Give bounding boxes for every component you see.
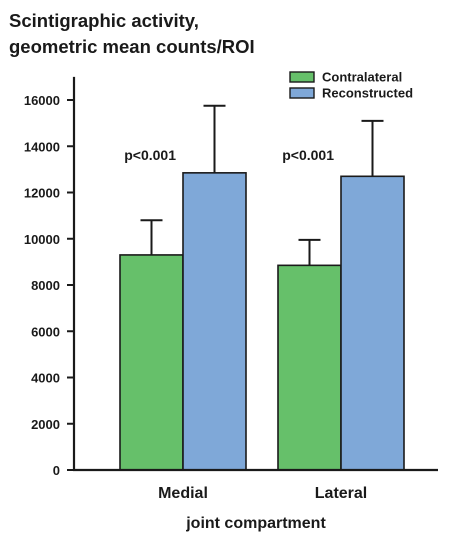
bars: p<0.001 p<0.001 <box>119 104 405 471</box>
category-label: Lateral <box>315 485 367 502</box>
bar-contralateral-lateral <box>277 264 342 471</box>
y-tick-label: 0 <box>53 463 60 478</box>
bar-reconstructed-lateral <box>340 175 405 471</box>
y-tick-label: 4000 <box>31 371 60 386</box>
bar-reconstructed-medial <box>182 172 247 471</box>
y-tick-label: 8000 <box>31 278 60 293</box>
chart-title-line-2: geometric mean counts/ROI <box>9 36 255 57</box>
legend-swatch-reconstructed <box>289 87 315 99</box>
y-tick-label: 16000 <box>24 93 60 108</box>
y-tick-label: 10000 <box>24 232 60 247</box>
chart-title: Scintigraphic activity, geometric mean c… <box>9 8 255 60</box>
bar-contralateral-medial <box>119 254 184 471</box>
x-axis: Medial Lateral joint compartment <box>73 468 438 532</box>
y-axis: 0 2000 4000 6000 8000 10000 12000 14000 16000 <box>24 76 76 478</box>
legend-label-reconstructed: Reconstructed <box>322 86 413 101</box>
y-tick-label: 14000 <box>24 139 60 154</box>
legend-label-contralateral: Contralateral <box>322 70 402 85</box>
category-label: Medial <box>158 485 208 502</box>
p-value-annotation: p<0.001 <box>124 147 176 163</box>
legend-swatch-contralateral <box>289 71 315 83</box>
x-axis-title: joint compartment <box>185 515 326 532</box>
chart-title-line-1: Scintigraphic activity, <box>9 10 199 31</box>
p-value-annotation: p<0.001 <box>282 147 334 163</box>
y-tick-label: 12000 <box>24 186 60 201</box>
y-tick-label: 6000 <box>31 324 60 339</box>
y-tick-label: 2000 <box>31 417 60 432</box>
